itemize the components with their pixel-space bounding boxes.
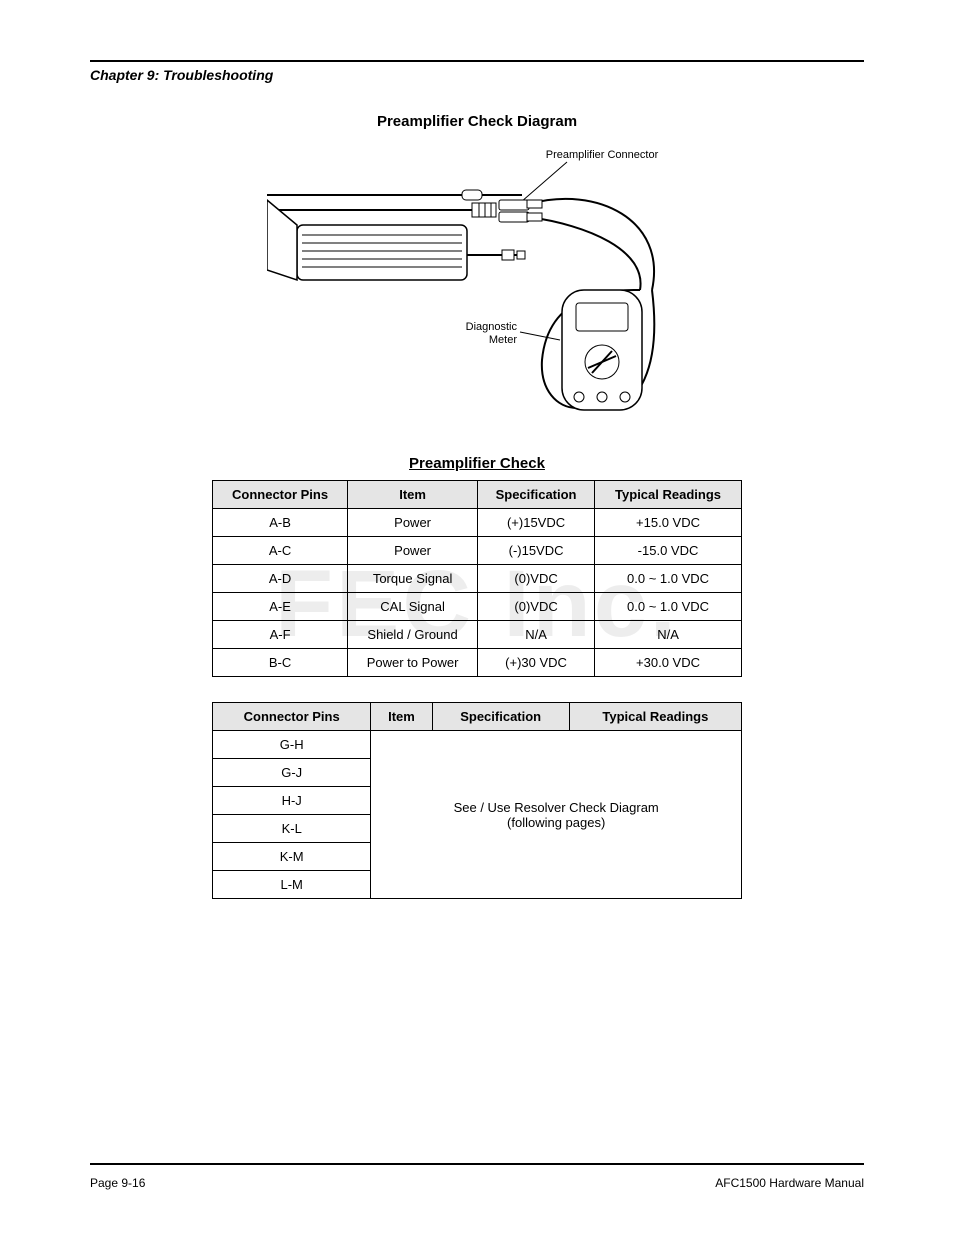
t1-h2: Specification [478, 481, 595, 509]
table-cell: H-J [213, 787, 371, 815]
footer-manual: AFC1500 Hardware Manual [715, 1176, 864, 1190]
table-cell: 0.0 ~ 1.0 VDC [595, 565, 742, 593]
t2-h2: Specification [432, 703, 569, 731]
table-row: A-CPower(-)15VDC-15.0 VDC [213, 537, 742, 565]
table-row: A-FShield / GroundN/AN/A [213, 621, 742, 649]
label-preamp-connector: Preamplifier Connector [546, 149, 659, 161]
table1-title: Preamplifier Check [90, 455, 864, 472]
footer-page: Page 9-16 [90, 1176, 145, 1190]
table-cell: Torque Signal [348, 565, 478, 593]
table-cell: A-E [213, 593, 348, 621]
t2-h0: Connector Pins [213, 703, 371, 731]
table-cell: (-)15VDC [478, 537, 595, 565]
t2-h3: Typical Readings [569, 703, 741, 731]
resolver-ref-table: Connector Pins Item Specification Typica… [212, 702, 742, 899]
svg-text:Meter: Meter [489, 334, 517, 346]
table-cell: (+)15VDC [478, 509, 595, 537]
table-cell: Shield / Ground [348, 621, 478, 649]
table-cell: A-B [213, 509, 348, 537]
table-cell: -15.0 VDC [595, 537, 742, 565]
table-cell: K-M [213, 843, 371, 871]
table-row: G-HSee / Use Resolver Check Diagram (fol… [213, 731, 742, 759]
table-row: A-ECAL Signal(0)VDC0.0 ~ 1.0 VDC [213, 593, 742, 621]
table-cell: +15.0 VDC [595, 509, 742, 537]
table-cell: A-F [213, 621, 348, 649]
table-row: A-DTorque Signal(0)VDC0.0 ~ 1.0 VDC [213, 565, 742, 593]
table-cell: G-H [213, 731, 371, 759]
t1-h1: Item [348, 481, 478, 509]
preamp-diagram: Preamplifier Connector [90, 140, 864, 420]
table-cell: (+)30 VDC [478, 649, 595, 677]
table-cell: A-D [213, 565, 348, 593]
table-cell: Power [348, 509, 478, 537]
table-cell: G-J [213, 759, 371, 787]
chapter-heading: Chapter 9: Troubleshooting [90, 67, 864, 83]
table-cell: Power to Power [348, 649, 478, 677]
table-cell: K-L [213, 815, 371, 843]
table-row: A-BPower(+)15VDC+15.0 VDC [213, 509, 742, 537]
table-cell: CAL Signal [348, 593, 478, 621]
t1-h0: Connector Pins [213, 481, 348, 509]
t2-h1: Item [371, 703, 432, 731]
table-cell: N/A [595, 621, 742, 649]
table-cell: 0.0 ~ 1.0 VDC [595, 593, 742, 621]
table-cell: +30.0 VDC [595, 649, 742, 677]
table-cell: L-M [213, 871, 371, 899]
table-cell: A-C [213, 537, 348, 565]
table-cell: (0)VDC [478, 593, 595, 621]
section-heading: Preamplifier Check Diagram [90, 113, 864, 130]
table-row: B-CPower to Power(+)30 VDC+30.0 VDC [213, 649, 742, 677]
table-cell: Power [348, 537, 478, 565]
table-cell: (0)VDC [478, 565, 595, 593]
table-cell: B-C [213, 649, 348, 677]
t1-h3: Typical Readings [595, 481, 742, 509]
merged-note-cell: See / Use Resolver Check Diagram (follow… [371, 731, 742, 899]
svg-text:Diagnostic: Diagnostic [466, 321, 518, 333]
preamp-check-table: Connector Pins Item Specification Typica… [212, 480, 742, 677]
table-cell: N/A [478, 621, 595, 649]
